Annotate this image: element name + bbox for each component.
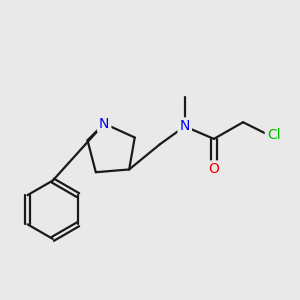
Text: N: N [179,119,190,134]
Text: Cl: Cl [267,128,280,142]
Text: N: N [99,117,110,130]
Text: O: O [208,162,219,176]
